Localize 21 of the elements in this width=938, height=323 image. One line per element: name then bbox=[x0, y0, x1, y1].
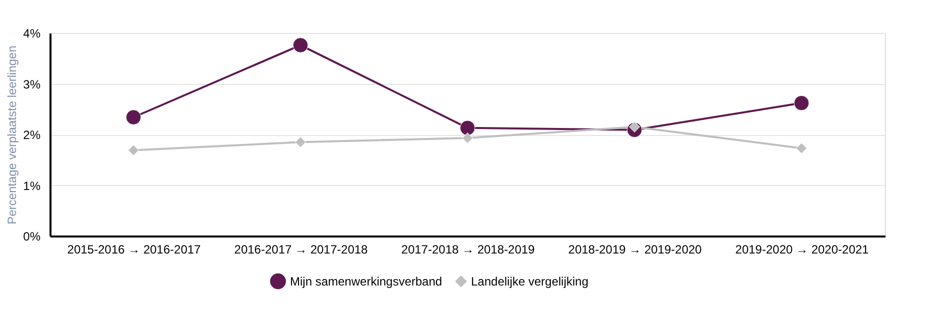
x-tick-label: 2017-2018 → 2018-2019 bbox=[401, 242, 536, 256]
point bbox=[295, 136, 306, 148]
x-tick-label: 2018-2019 → 2019-2020 bbox=[568, 242, 702, 256]
point bbox=[462, 132, 473, 144]
y-tick-label: 1% bbox=[23, 178, 41, 193]
legend-label: Mijn samenwerkingsverband bbox=[290, 274, 442, 288]
y-tick-label: 2% bbox=[23, 128, 41, 142]
point bbox=[126, 110, 142, 125]
point bbox=[796, 142, 807, 154]
x-tick-label: 2016-2017 → 2017-2018 bbox=[234, 242, 368, 256]
point bbox=[794, 95, 810, 111]
x-tick-label: 2019-2020 → 2020-2021 bbox=[735, 242, 870, 256]
y-tick-label: 0% bbox=[23, 230, 41, 244]
y-axis-title: Percentage verplaatste leerlingen bbox=[5, 46, 20, 224]
point bbox=[292, 38, 308, 53]
x-tick-label: 2015-2016 → 2016-2017 bbox=[67, 242, 202, 256]
y-tick-label: 3% bbox=[23, 77, 41, 92]
point bbox=[128, 144, 139, 156]
legend-label: Landelijke vergelijking bbox=[471, 274, 588, 288]
y-tick-label: 4% bbox=[23, 26, 41, 40]
point bbox=[460, 120, 476, 136]
